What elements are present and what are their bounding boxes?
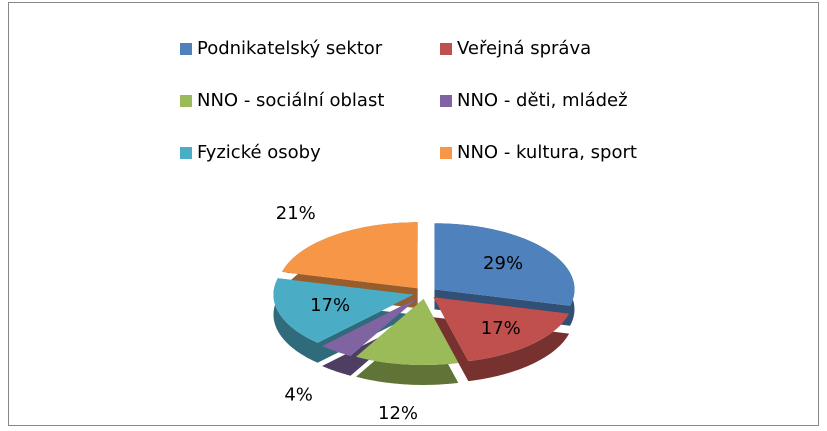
data-label: 17% bbox=[310, 295, 350, 316]
legend-label: Veřejná správa bbox=[457, 38, 591, 59]
legend-swatch bbox=[180, 43, 192, 55]
legend-swatch bbox=[440, 43, 452, 55]
legend-swatch bbox=[440, 147, 452, 159]
slice bbox=[434, 223, 575, 306]
legend-label: Fyzické osoby bbox=[197, 142, 321, 163]
slice bbox=[282, 222, 418, 289]
data-label: 17% bbox=[481, 318, 521, 339]
legend-label: NNO - sociální oblast bbox=[197, 90, 384, 111]
slice bbox=[273, 278, 414, 343]
legend-label: NNO - kultura, sport bbox=[457, 142, 637, 163]
legend-swatch bbox=[180, 147, 192, 159]
slice bbox=[356, 298, 459, 365]
legend-swatch bbox=[180, 95, 192, 107]
data-label: 12% bbox=[378, 403, 418, 424]
slice bbox=[322, 297, 418, 356]
legend-label: NNO - děti, mládež bbox=[457, 90, 628, 111]
legend-swatch bbox=[440, 95, 452, 107]
data-label: 29% bbox=[483, 253, 523, 274]
legend-label: Podnikatelský sektor bbox=[197, 38, 383, 59]
data-label: 4% bbox=[284, 384, 313, 405]
slice bbox=[433, 297, 570, 362]
data-label: 21% bbox=[276, 203, 316, 224]
